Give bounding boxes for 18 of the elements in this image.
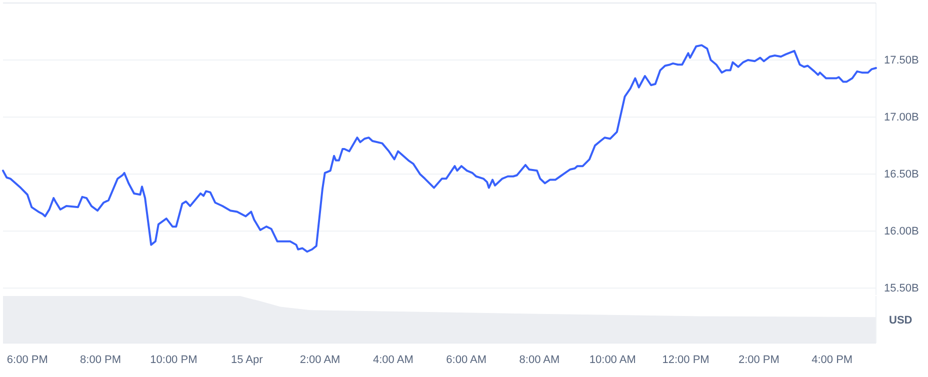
x-tick-label: 8:00 AM xyxy=(519,354,560,366)
y-tick-label: 17.50B xyxy=(884,54,919,67)
x-tick-label: 12:00 PM xyxy=(662,354,710,366)
x-tick-label: 4:00 PM xyxy=(812,354,853,366)
y-tick-label: 16.50B xyxy=(884,168,919,181)
x-tick-label: 6:00 AM xyxy=(446,354,487,366)
x-tick-label: 6:00 PM xyxy=(6,354,48,366)
x-tick-label: 2:00 AM xyxy=(300,354,340,366)
x-tick-label: 8:00 PM xyxy=(80,354,122,366)
y-tick-label: 17.00B xyxy=(884,112,919,124)
x-tick-label: 2:00 PM xyxy=(738,354,780,366)
y-axis-title: USD xyxy=(889,314,912,326)
x-tick-label: 4:00 AM xyxy=(372,354,414,366)
y-tick-label: 15.50B xyxy=(884,282,919,295)
x-tick-label: 10:00 AM xyxy=(589,354,636,366)
x-tick-label: 15 Apr xyxy=(230,354,264,366)
x-tick-label: 10:00 PM xyxy=(150,354,198,366)
y-tick-label: 16.00B xyxy=(884,226,919,238)
